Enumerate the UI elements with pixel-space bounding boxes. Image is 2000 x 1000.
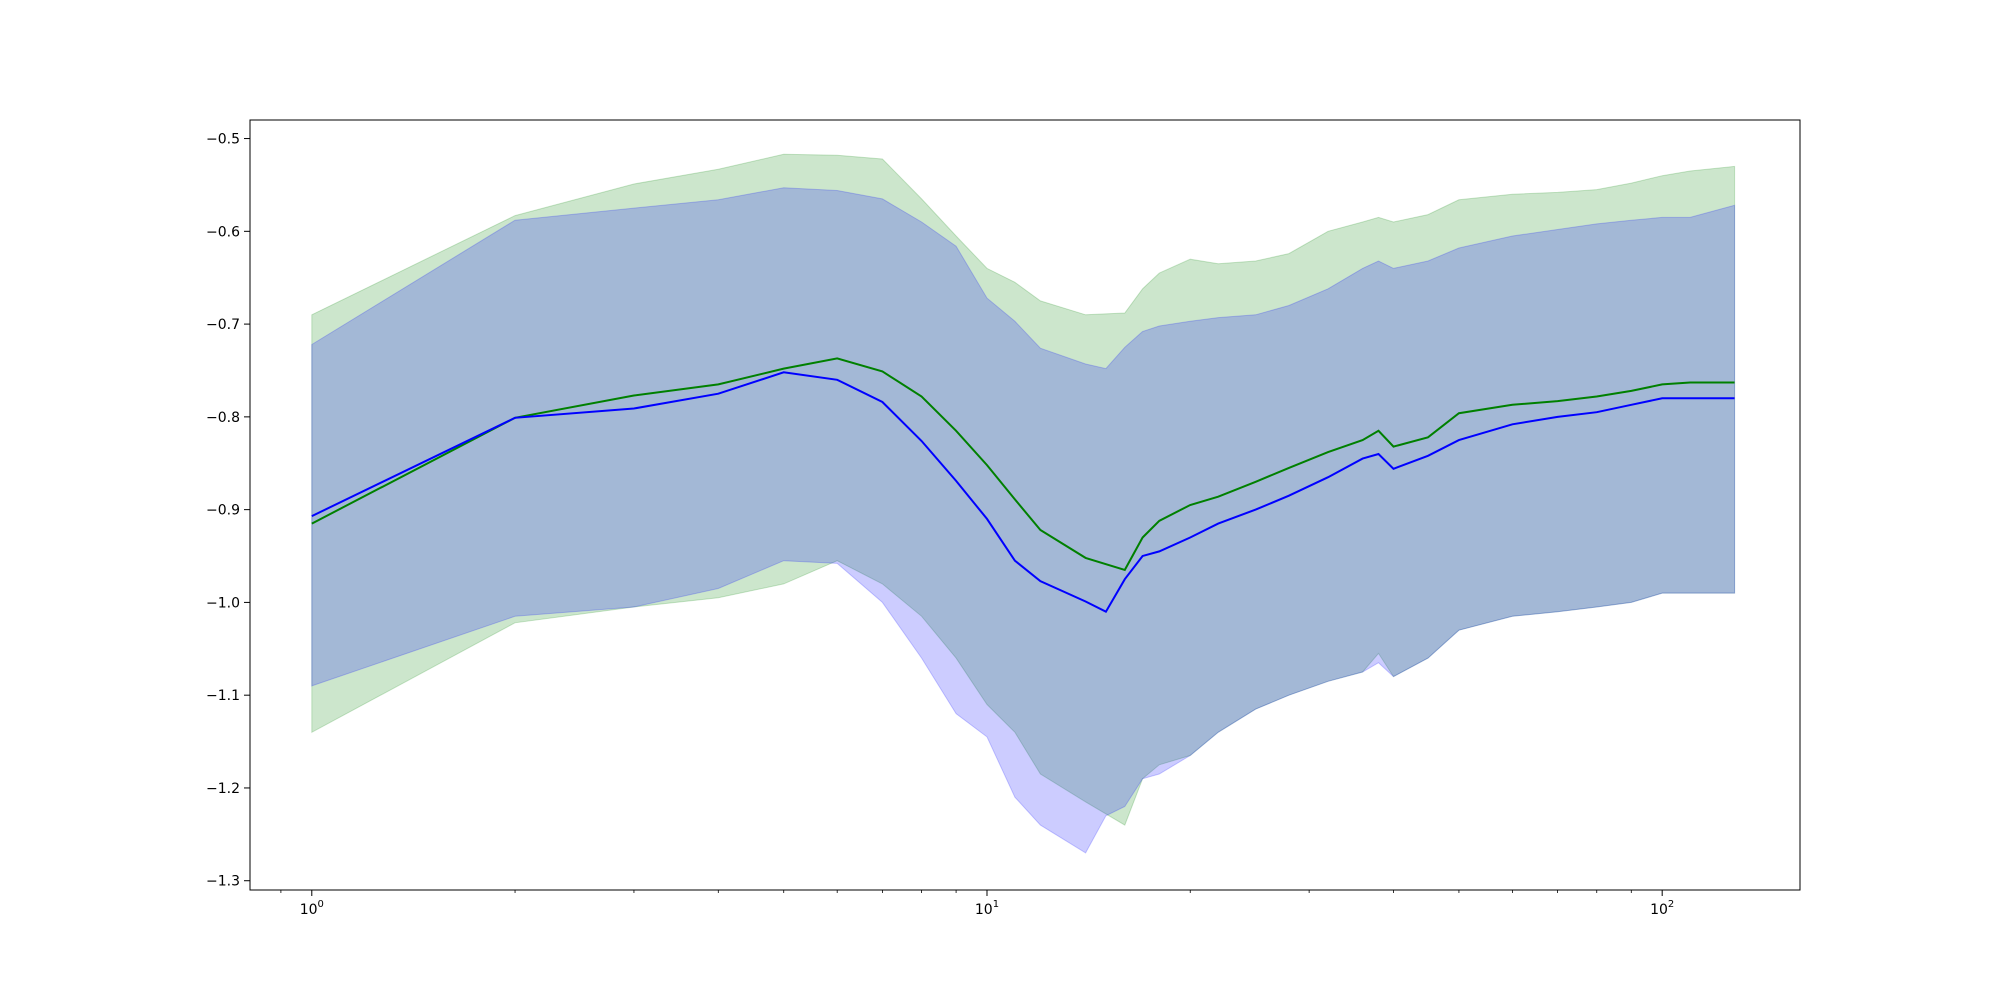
series-2-band	[311, 187, 1736, 854]
x-tick-label: 100	[300, 899, 324, 918]
y-tick-label: −1.0	[206, 595, 240, 611]
y-tick-label: −0.6	[206, 224, 240, 240]
y-tick-label: −0.9	[206, 503, 240, 519]
series-lines	[311, 357, 1735, 614]
y-tick-label: −0.8	[206, 410, 240, 426]
series-2-line	[311, 371, 1735, 614]
x-tick-label: 102	[1650, 899, 1674, 918]
y-tick-label: −1.1	[206, 688, 240, 704]
series-1-band	[311, 153, 1736, 826]
y-tick-label: −0.5	[206, 132, 240, 148]
y-tick-label: −1.2	[206, 781, 240, 797]
series-1-line	[311, 357, 1735, 572]
confidence-bands	[311, 153, 1736, 854]
y-axis: −0.5 −0.6 −0.7 −0.8 −0.9 −1.0 −1.1 −1.2 −1.3	[206, 132, 250, 890]
y-tick-label: −0.7	[206, 317, 240, 333]
plot-frame	[249, 119, 1801, 891]
x-axis: 100 101 102	[280, 890, 1674, 918]
y-tick-label: −1.3	[206, 874, 240, 890]
x-tick-label: 101	[975, 899, 999, 918]
